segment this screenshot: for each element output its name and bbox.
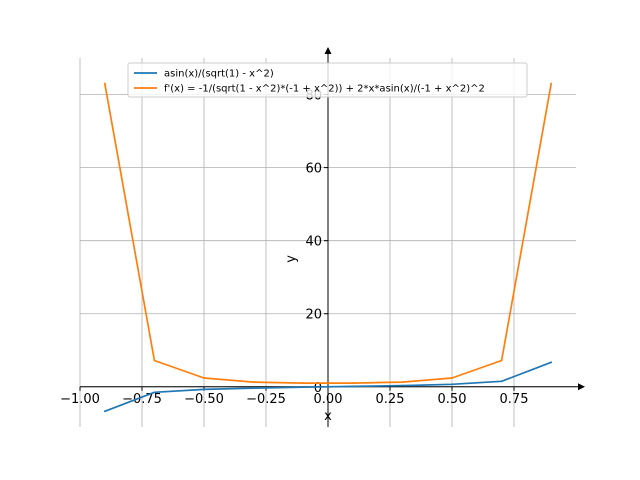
series-1-point: [351, 382, 354, 384]
x-tick-label: 0.50: [438, 392, 467, 407]
x-axis-label: x: [324, 409, 332, 424]
x-tick-label: −1.00: [60, 392, 100, 407]
series-1-point: [302, 382, 305, 384]
series-0-point: [153, 391, 156, 394]
series-1-point: [252, 381, 255, 383]
series-1-point: [153, 359, 156, 362]
x-tick-label: 0.25: [376, 392, 405, 407]
series-1-point: [203, 377, 205, 379]
ticks: −1.00 −0.75 −0.50 −0.25 0.00 0.25 0.50 0.75 0 20 4…: [60, 89, 528, 407]
x-tick-label: −0.25: [246, 392, 286, 407]
x-tick-label: −0.75: [122, 392, 162, 407]
legend-entry-0: asin(x)/(sqrt(1) - x^2): [164, 69, 274, 80]
legend: asin(x)/(sqrt(1) - x^2) f'(x) = -1/(sqrt…: [127, 62, 528, 98]
y-tick-label: 20: [305, 308, 322, 323]
series-line-0: [104, 361, 552, 413]
series-1-point: [451, 377, 453, 379]
series-0-point: [252, 387, 255, 389]
y-tick-label: 0: [314, 381, 322, 396]
series-0-point: [451, 383, 453, 386]
series-0-point: [203, 388, 205, 391]
axes: [80, 47, 585, 427]
series-0-point: [302, 386, 305, 389]
x-axis-arrow: [578, 383, 585, 391]
series-1-point: [550, 82, 553, 85]
series-0-point: [401, 384, 404, 387]
legend-box: [127, 62, 528, 98]
series-layer: [103, 82, 553, 413]
series-0-point: [550, 361, 553, 364]
x-tick-label: −0.50: [184, 392, 224, 407]
y-axis-arrow: [324, 47, 332, 54]
series-1-point: [500, 359, 503, 362]
x-tick-label: 0.00: [314, 392, 343, 407]
y-tick-label: 60: [305, 162, 322, 177]
y-tick-label: 40: [305, 235, 322, 250]
y-axis-label: y: [284, 255, 299, 263]
series-1-point: [103, 82, 106, 85]
series-line-1: [103, 83, 553, 384]
x-tick-label: 0.75: [500, 392, 529, 407]
series-0-point: [351, 385, 354, 388]
legend-entry-1: f'(x) = -1/(sqrt(1 - x^2)*(-1 + x^2)) + …: [164, 84, 485, 95]
series-1-point: [401, 381, 404, 383]
series-0-point: [500, 380, 503, 383]
series-0-point: [103, 410, 106, 413]
